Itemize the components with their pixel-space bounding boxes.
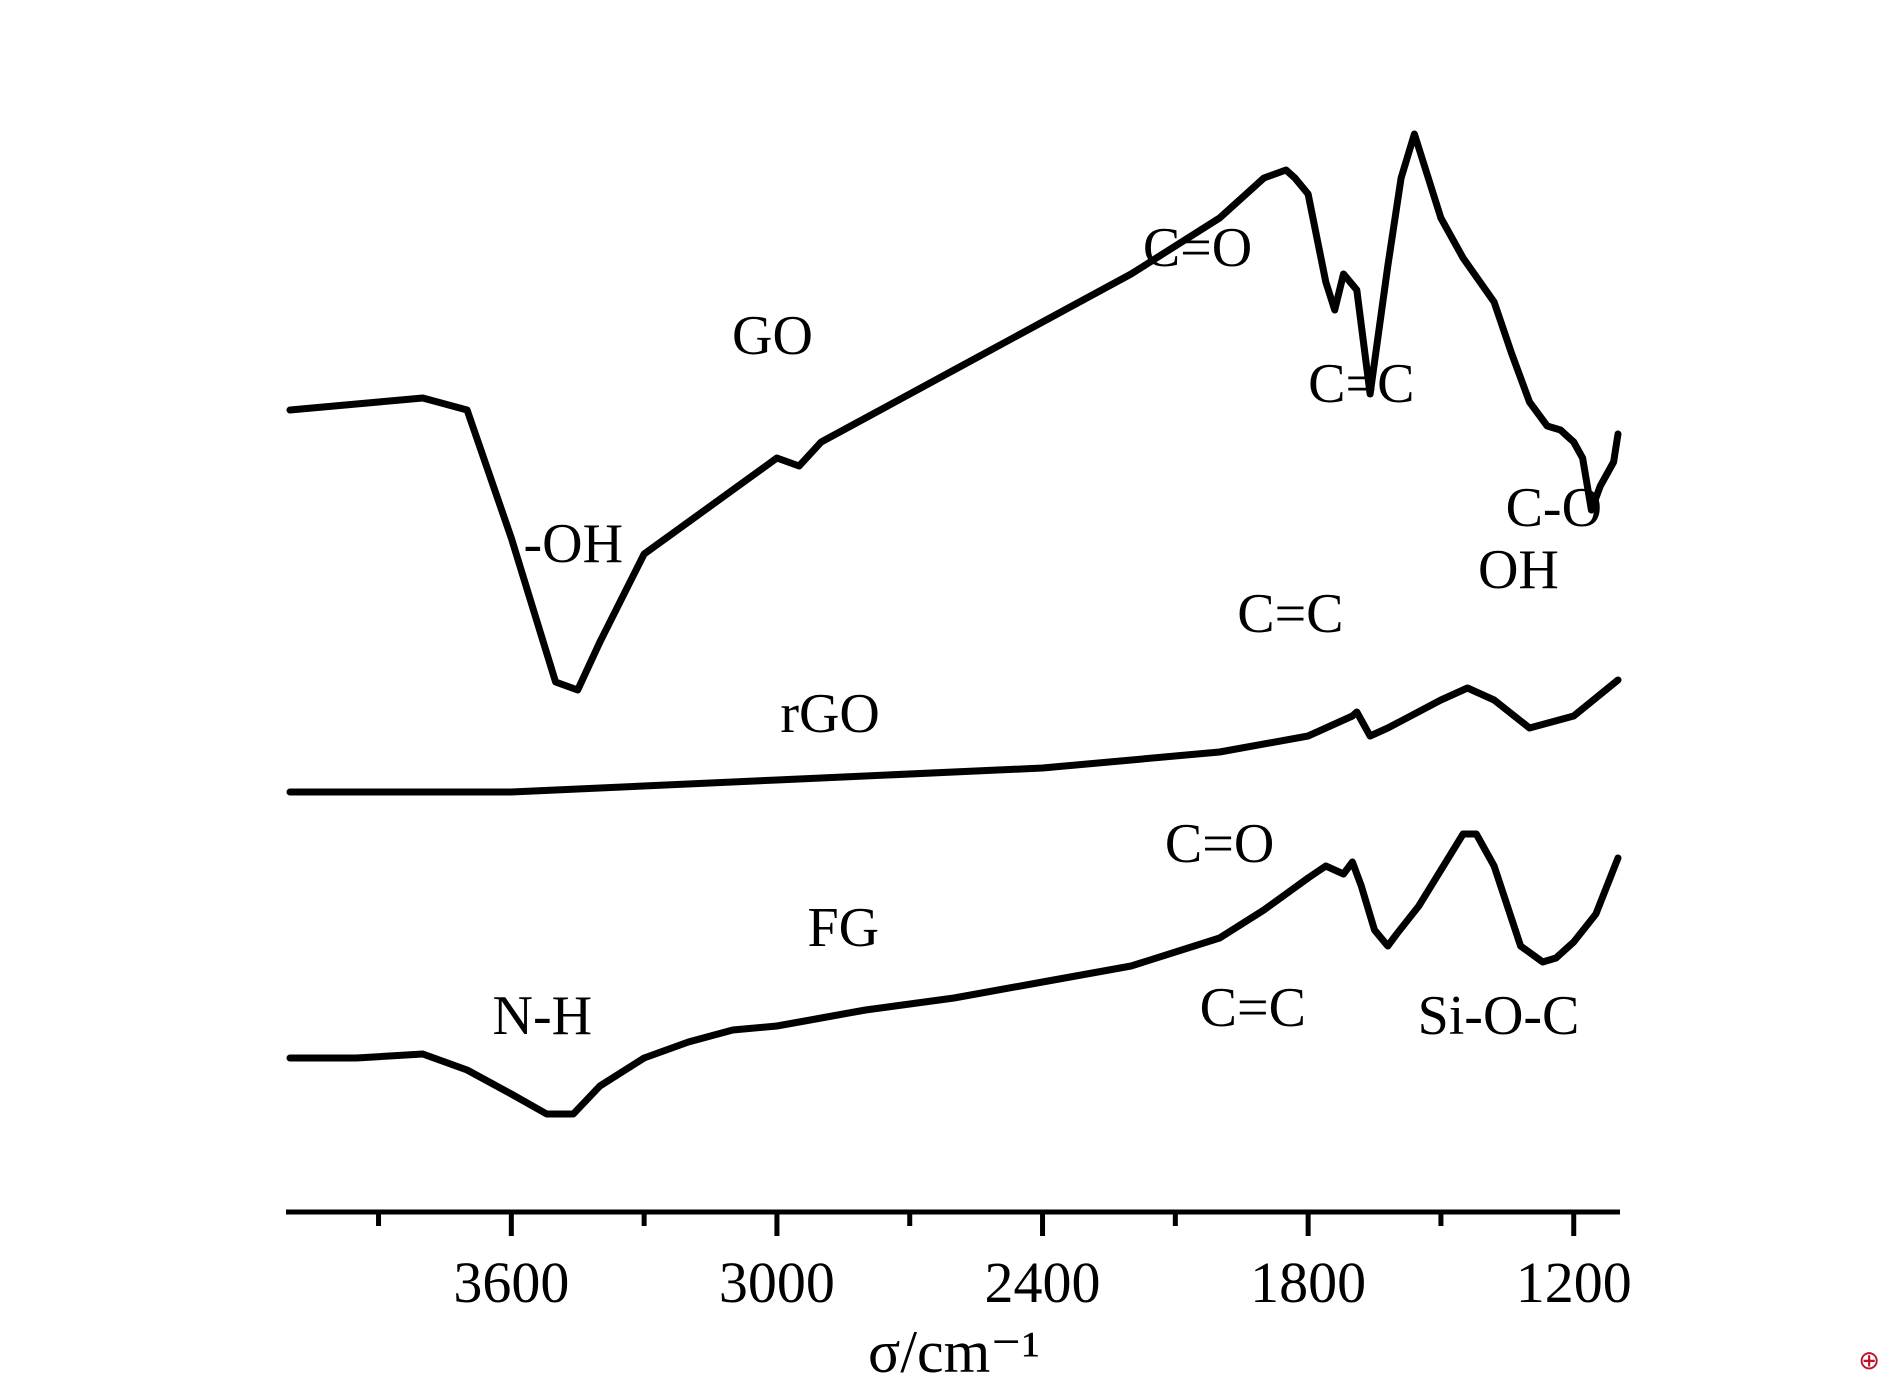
x-tick-label: 2400 [985,1250,1101,1315]
peak-label: C-O [1506,477,1602,539]
spectrum-line-fg [286,830,1622,1118]
peak-label: C=C [1308,353,1414,415]
peak-label: Si-O-C [1418,985,1580,1047]
x-tick-label: 1800 [1250,1250,1366,1315]
x-axis-ticks: 3600 3000 2400 1800 1200 [376,1212,1632,1315]
spectrum-line-rgo [286,676,1622,796]
peak-labels: GO -OH C=O C=C C-O rGO C=C OH C=O C=C Si-O-C FG N-H [493,217,1602,1047]
peak-label: C=O [1165,813,1274,875]
spectrum-line-go [286,130,1622,694]
peak-label: C=O [1143,217,1252,279]
peak-label: C=C [1237,583,1343,645]
x-axis: 3600 3000 2400 1800 1200 [286,1209,1632,1315]
peak-label: C=C [1200,977,1306,1039]
peak-label: OH [1478,539,1559,601]
peak-label: -OH [524,513,624,575]
x-tick-label: 1200 [1516,1250,1632,1315]
peak-label: FG [808,897,880,959]
plot-traces [286,130,1622,1118]
x-tick-label: 3600 [453,1250,569,1315]
x-tick-label: 3000 [719,1250,835,1315]
peak-label: N-H [493,985,593,1047]
peak-label: GO [732,305,813,367]
x-axis-title: σ/cm⁻¹ [868,1319,1040,1382]
peak-label: rGO [780,683,880,745]
watermark-logo: ⊕ [1858,1346,1880,1376]
